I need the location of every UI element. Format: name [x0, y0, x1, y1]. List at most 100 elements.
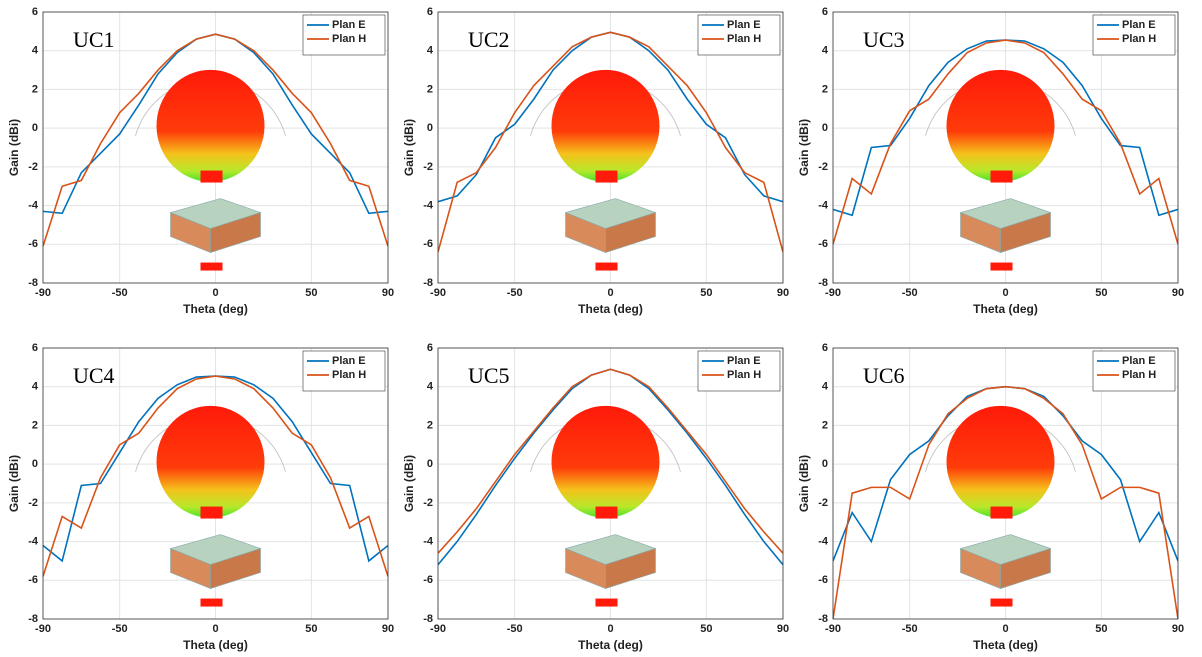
y-tick-label: -8 — [28, 613, 38, 625]
y-tick-label: 6 — [822, 342, 828, 354]
x-tick-label: -90 — [825, 287, 841, 299]
feed — [200, 506, 223, 519]
x-tick-label: -50 — [112, 623, 128, 635]
feed — [990, 262, 1013, 271]
legend-label: Plan H — [727, 369, 761, 381]
unit-cell-side — [1000, 548, 1051, 589]
y-tick-label: 2 — [427, 419, 433, 431]
y-tick-label: 4 — [822, 381, 829, 393]
y-axis-label: Gain (dBi) — [402, 455, 416, 512]
feed — [990, 506, 1013, 519]
series-line — [438, 368, 783, 554]
x-axis-label: Theta (deg) — [578, 638, 643, 652]
y-tick-label: -8 — [423, 277, 433, 289]
x-tick-label: 0 — [1002, 623, 1008, 635]
y-tick-label: 2 — [427, 83, 433, 95]
subplot: -8 -6 -4 -2 0 2 4 6 -90 -50 0 50 90 Theta (deg) Gain (… — [797, 342, 1184, 652]
legend-box — [1092, 350, 1176, 392]
y-tick-label: -4 — [28, 535, 39, 547]
y-tick-label: -6 — [28, 238, 38, 250]
unit-cell-side — [210, 212, 261, 253]
axes-box — [832, 11, 1179, 284]
y-tick-label: -4 — [28, 199, 39, 211]
x-tick-label: -90 — [430, 287, 446, 299]
annotation: UC6 — [863, 363, 905, 388]
x-axis-label: Theta (deg) — [578, 302, 643, 316]
unit-cell-side — [605, 212, 656, 253]
series-line — [43, 375, 388, 577]
x-tick-label: 90 — [382, 287, 394, 299]
legend-label: Plan E — [332, 19, 366, 31]
y-tick-label: -2 — [28, 161, 38, 173]
legend-label: Plan E — [727, 355, 761, 367]
y-tick-label: -4 — [818, 535, 829, 547]
x-tick-label: 50 — [1095, 623, 1107, 635]
series-line — [833, 39, 1178, 245]
x-axis-label: Theta (deg) — [183, 638, 248, 652]
x-tick-label: 90 — [382, 623, 394, 635]
legend-box — [1092, 14, 1176, 56]
series-line — [438, 31, 783, 253]
y-tick-label: 2 — [32, 419, 38, 431]
annotation: UC2 — [468, 27, 510, 52]
y-tick-label: 4 — [32, 45, 39, 57]
annotation: UC1 — [73, 27, 115, 52]
unit-cell-side — [210, 548, 261, 589]
y-tick-label: -6 — [818, 238, 828, 250]
y-axis-label: Gain (dBi) — [797, 455, 811, 512]
x-tick-label: -90 — [35, 287, 51, 299]
y-tick-label: 2 — [822, 83, 828, 95]
y-tick-label: 6 — [822, 6, 828, 18]
y-tick-label: 0 — [427, 458, 433, 470]
y-tick-label: -2 — [818, 497, 828, 509]
subplot: -8 -6 -4 -2 0 2 4 6 -90 -50 0 50 90 Theta (deg) Gain (… — [797, 6, 1184, 316]
x-tick-label: -50 — [902, 623, 918, 635]
feed — [200, 170, 223, 183]
y-tick-label: 0 — [32, 122, 38, 134]
radiation-pattern — [551, 69, 660, 182]
y-tick-label: 6 — [427, 6, 433, 18]
radiation-pattern — [156, 69, 265, 182]
legend-label: Plan E — [1122, 355, 1156, 367]
legend-box — [697, 350, 781, 392]
annotation: UC3 — [863, 27, 905, 52]
y-tick-label: 4 — [427, 381, 434, 393]
legend-label: Plan E — [332, 355, 366, 367]
legend-label: Plan H — [332, 369, 366, 381]
x-tick-label: 50 — [305, 623, 317, 635]
x-tick-label: -50 — [902, 287, 918, 299]
unit-cell-side — [1000, 212, 1051, 253]
x-tick-label: 90 — [1172, 623, 1184, 635]
y-tick-label: -8 — [818, 277, 828, 289]
radiation-pattern — [156, 405, 265, 518]
feed — [595, 262, 618, 271]
legend-label: Plan H — [332, 33, 366, 45]
x-tick-label: -90 — [825, 623, 841, 635]
y-tick-label: 2 — [822, 419, 828, 431]
y-tick-label: -2 — [28, 497, 38, 509]
legend-label: Plan E — [727, 19, 761, 31]
y-tick-label: 0 — [822, 122, 828, 134]
axes-box — [42, 347, 389, 620]
legend-label: Plan E — [1122, 19, 1156, 31]
x-tick-label: -50 — [507, 287, 523, 299]
feed — [200, 262, 223, 271]
axes-box — [437, 11, 784, 284]
y-tick-label: -4 — [423, 535, 434, 547]
y-tick-label: 2 — [32, 83, 38, 95]
x-tick-label: 0 — [1002, 287, 1008, 299]
y-tick-label: -8 — [423, 613, 433, 625]
y-tick-label: -6 — [423, 238, 433, 250]
y-tick-label: -4 — [423, 199, 434, 211]
y-tick-label: 0 — [822, 458, 828, 470]
subplot: -8 -6 -4 -2 0 2 4 6 -90 -50 0 50 90 Theta (deg) Gain (… — [402, 6, 789, 316]
axes-box — [42, 11, 389, 284]
axes-box — [832, 347, 1179, 620]
annotation: UC5 — [468, 363, 510, 388]
y-tick-label: 4 — [427, 45, 434, 57]
x-tick-label: -90 — [430, 623, 446, 635]
y-tick-label: -6 — [28, 574, 38, 586]
subplot: -8 -6 -4 -2 0 2 4 6 -90 -50 0 50 90 Theta (deg) Gain (… — [402, 342, 789, 652]
legend-label: Plan H — [1122, 33, 1156, 45]
